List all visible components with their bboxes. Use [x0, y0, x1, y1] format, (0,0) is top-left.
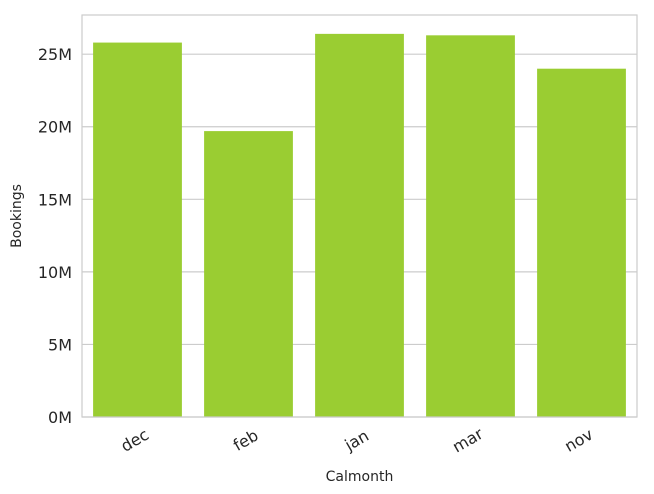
- x-tick-label: dec: [118, 425, 152, 456]
- y-tick-label: 0M: [48, 408, 72, 427]
- y-tick-label: 10M: [38, 263, 72, 282]
- x-tick-label: jan: [341, 426, 372, 455]
- bar-feb: [204, 131, 293, 418]
- y-tick-label: 5M: [48, 335, 72, 354]
- x-tick-label: mar: [449, 424, 487, 457]
- y-tick-label: 20M: [38, 118, 72, 137]
- bar-nov: [537, 68, 626, 418]
- bar-mar: [426, 35, 515, 417]
- x-axis-title: Calmonth: [326, 469, 394, 485]
- x-tick-labels: dec feb jan mar nov: [118, 424, 597, 457]
- bar-jan: [315, 33, 404, 417]
- bars: [93, 33, 626, 418]
- x-tick-label: feb: [230, 426, 262, 455]
- plot-frame: [81, 14, 638, 418]
- x-tick-label: nov: [561, 425, 596, 456]
- bar-dec: [93, 42, 182, 418]
- y-tick-label: 15M: [38, 190, 72, 209]
- y-tick-labels: 0M 5M 10M 15M 20M 25M: [38, 45, 72, 427]
- y-tick-label: 25M: [38, 45, 72, 64]
- y-axis-title: Bookings: [9, 184, 25, 248]
